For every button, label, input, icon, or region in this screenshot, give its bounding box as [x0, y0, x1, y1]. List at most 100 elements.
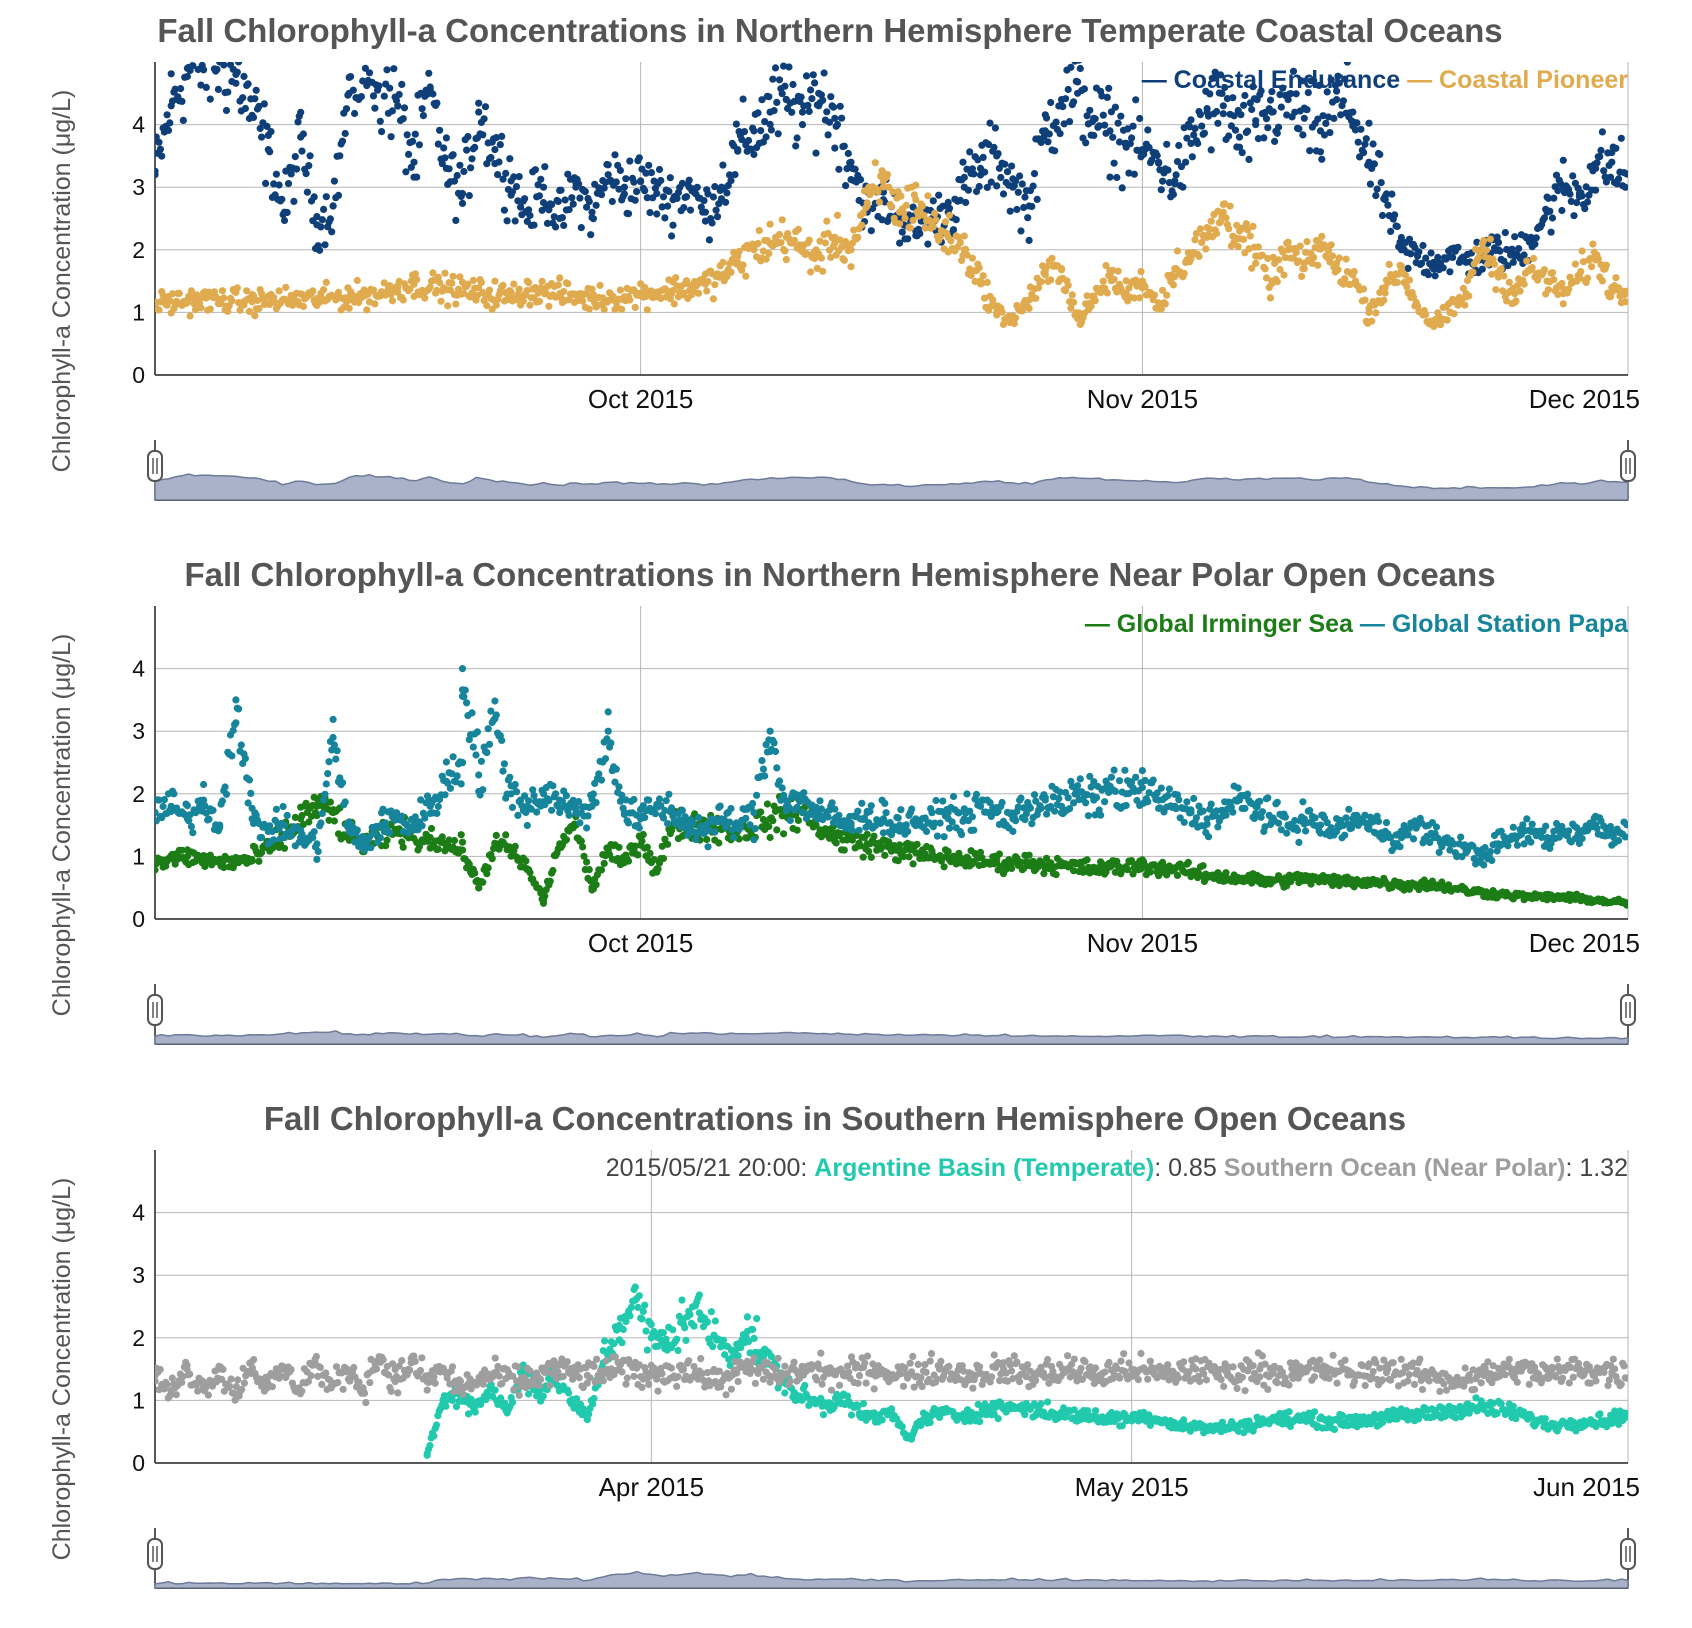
data-point [1123, 802, 1130, 809]
range-handle-grip[interactable] [148, 995, 162, 1025]
data-point [216, 859, 223, 866]
data-point [660, 855, 667, 862]
data-point [386, 85, 393, 92]
data-point [1220, 110, 1227, 117]
data-point [1268, 815, 1275, 822]
data-point [1111, 160, 1118, 167]
data-point [815, 253, 822, 260]
data-point [1166, 785, 1173, 792]
data-point [742, 815, 749, 822]
data-point [674, 1347, 681, 1354]
data-point [910, 860, 917, 867]
data-point [937, 820, 944, 827]
data-point [475, 884, 482, 891]
data-point [525, 279, 532, 286]
data-point [1043, 114, 1050, 121]
data-point [1213, 108, 1220, 115]
data-point [1271, 138, 1278, 145]
chart-title: Fall Chlorophyll-a Concentrations in Sou… [264, 1100, 1406, 1137]
data-point [541, 163, 548, 170]
data-point [428, 825, 435, 832]
data-point [1108, 774, 1115, 781]
data-point [653, 210, 660, 217]
data-point [831, 234, 838, 241]
data-point [516, 173, 523, 180]
range-handle-left[interactable] [148, 451, 162, 481]
data-point [468, 709, 475, 716]
data-point [1187, 809, 1194, 816]
data-point [767, 240, 774, 247]
range-handle-grip[interactable] [1621, 995, 1635, 1025]
data-point [583, 858, 590, 865]
data-point [297, 834, 304, 841]
range-handle-right[interactable] [1621, 451, 1635, 481]
data-point [331, 178, 338, 185]
data-point [598, 866, 605, 873]
data-point [1446, 253, 1453, 260]
data-point [235, 58, 242, 65]
data-point [731, 171, 738, 178]
data-point [485, 725, 492, 732]
data-point [609, 198, 616, 205]
data-point [327, 799, 334, 806]
range-handle-grip[interactable] [1621, 451, 1635, 481]
data-point [1190, 795, 1197, 802]
legend: — Global Irminger Sea — Global Station P… [1085, 610, 1629, 638]
data-point [1225, 225, 1232, 232]
data-point [872, 159, 879, 166]
data-point [556, 274, 563, 281]
data-point [1208, 218, 1215, 225]
data-point [346, 90, 353, 97]
data-point [645, 797, 652, 804]
data-point [488, 1384, 495, 1391]
data-point [410, 159, 417, 166]
range-selector[interactable] [148, 440, 1635, 500]
data-point [661, 214, 668, 221]
chart-panel-3: Fall Chlorophyll-a Concentrations in Sou… [0, 1088, 1692, 1628]
data-point [835, 166, 842, 173]
data-point [1268, 878, 1275, 885]
range-handle-left[interactable] [148, 995, 162, 1025]
legend-entry: — Global Irminger Sea [1085, 610, 1360, 638]
data-point [508, 847, 515, 854]
data-point [568, 194, 575, 201]
data-point [1295, 125, 1302, 132]
data-point [1495, 246, 1502, 253]
data-point [1541, 266, 1548, 273]
data-point [1550, 195, 1557, 202]
data-point [1274, 130, 1281, 137]
data-point [377, 834, 384, 841]
data-point [383, 66, 390, 73]
data-point [961, 856, 968, 863]
data-point [270, 836, 277, 843]
data-point [1106, 127, 1113, 134]
data-point [1201, 130, 1208, 137]
range-handle-right[interactable] [1621, 995, 1635, 1025]
data-point [617, 167, 624, 174]
data-point [1084, 856, 1091, 863]
data-point [468, 155, 475, 162]
range-selector[interactable] [148, 984, 1635, 1044]
data-point [1433, 823, 1440, 830]
data-point [841, 257, 848, 264]
data-point [1312, 814, 1319, 821]
data-point [1376, 151, 1383, 158]
data-point [1318, 233, 1325, 240]
data-point [1104, 289, 1111, 296]
data-point [396, 91, 403, 98]
data-point [454, 772, 461, 779]
data-point [993, 152, 1000, 159]
data-point [524, 803, 531, 810]
data-point [377, 118, 384, 125]
data-point [471, 144, 478, 151]
x-tick-label: Dec 2015 [1529, 928, 1640, 958]
data-point [644, 844, 651, 851]
y-tick-label: 4 [132, 1200, 145, 1226]
gridlines [155, 606, 1628, 919]
data-point [807, 86, 814, 93]
data-point [622, 175, 629, 182]
data-point [261, 100, 268, 107]
data-point [904, 235, 911, 242]
range-handle-grip[interactable] [148, 451, 162, 481]
data-point [311, 828, 318, 835]
